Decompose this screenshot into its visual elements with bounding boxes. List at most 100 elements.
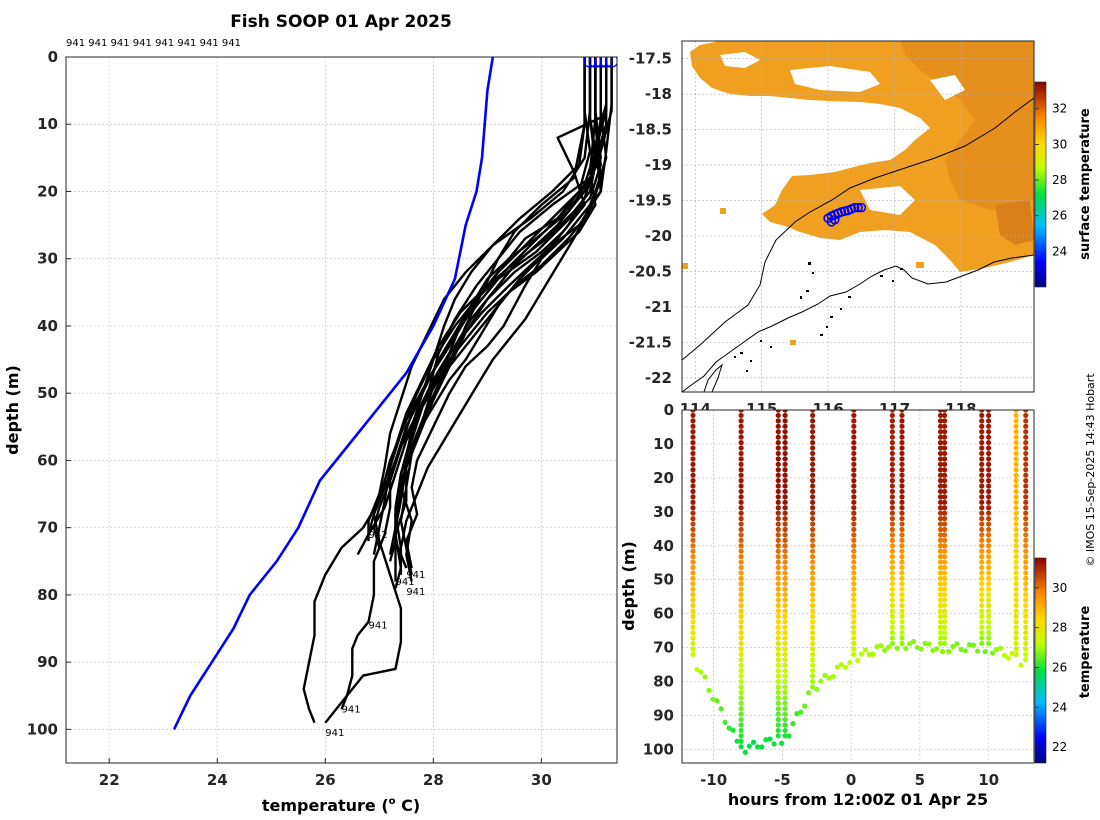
section-dot (899, 592, 905, 598)
section-dot (1023, 613, 1029, 619)
section-dot (690, 619, 696, 625)
section-dot (986, 434, 992, 440)
section-dot (775, 575, 781, 581)
section-dot (899, 510, 905, 516)
section-dot (738, 418, 744, 424)
section-dot (942, 624, 948, 630)
section-dot (899, 472, 905, 478)
section-dot (889, 532, 895, 538)
section-dot (690, 478, 696, 484)
section-dot (889, 564, 895, 571)
map-frame (681, 40, 1035, 393)
section-dot (738, 619, 744, 625)
section-dot (690, 456, 696, 462)
section-dot (986, 570, 992, 576)
temp-cb-tick-label-24: 24 (1052, 700, 1067, 714)
section-dot (954, 641, 960, 647)
section-dot (775, 597, 781, 603)
section-dot (899, 456, 905, 462)
section-dot (937, 640, 944, 647)
section-dot (810, 592, 816, 598)
section-dot (1013, 423, 1019, 429)
section-dot (979, 586, 985, 592)
section-dot (738, 505, 744, 511)
section-dot (810, 429, 816, 435)
section-dot (899, 410, 905, 413)
section-dot (986, 461, 992, 467)
section-dot (942, 581, 948, 587)
section-dot (738, 700, 744, 706)
section-dot (782, 657, 788, 663)
section-dot (775, 510, 781, 516)
section-y-tick-label-50: 50 (653, 571, 674, 589)
section-dot (1013, 651, 1019, 657)
section-dot (1023, 410, 1029, 413)
section-dot (738, 429, 744, 435)
section-dot (1013, 554, 1019, 560)
section-dot (718, 706, 724, 712)
section-dot (690, 570, 696, 576)
section-dot (979, 456, 985, 462)
section-dot (775, 554, 781, 560)
section-dot (851, 472, 857, 478)
section-dot (979, 499, 985, 505)
section-dot (738, 727, 744, 734)
section-dot (782, 559, 788, 565)
section-dot (1023, 494, 1029, 500)
section-dot (775, 410, 781, 413)
section-dot (937, 510, 944, 516)
section-dot (899, 461, 905, 467)
section-dot (889, 581, 895, 587)
section-dot (738, 744, 744, 750)
section-dot (937, 472, 944, 478)
section-dot (889, 575, 895, 581)
section-dot (775, 668, 781, 674)
section-dot (782, 505, 788, 511)
section-dot (979, 429, 985, 435)
section-dot (979, 494, 985, 500)
section-dot (986, 488, 992, 495)
section-dot (738, 733, 744, 739)
section-dot (782, 695, 788, 701)
y-tick-label-20: 20 (37, 182, 58, 200)
section-dot (782, 684, 788, 690)
section-dot (775, 499, 781, 505)
section-dot (690, 418, 696, 424)
section-dot (738, 494, 744, 500)
section-dot (899, 412, 905, 419)
section-dot (738, 711, 744, 717)
section-dot (750, 739, 757, 745)
section-dot (775, 695, 781, 701)
y-tick-label-30: 30 (37, 250, 58, 268)
section-dot (810, 483, 816, 489)
section-dot (939, 649, 946, 655)
section-dot (982, 649, 988, 655)
section-dot (899, 532, 905, 538)
section-dot (942, 467, 948, 473)
section-dot (1023, 570, 1029, 576)
section-dots (690, 410, 1029, 755)
section-dot (775, 722, 781, 728)
section-dot (782, 646, 788, 652)
section-dot (899, 494, 905, 500)
section-dot (1013, 445, 1019, 451)
section-dot (1013, 526, 1019, 533)
section-dot (851, 581, 857, 587)
section-dot (690, 532, 696, 538)
section-dot (851, 418, 857, 424)
section-dot (782, 554, 788, 560)
section-dot (942, 592, 948, 598)
profile-label: 941 (406, 570, 425, 581)
section-dot (775, 602, 781, 609)
section-dot (1013, 499, 1019, 505)
section-dot (775, 678, 781, 685)
profile-label: 941 (369, 621, 388, 632)
sst-cb-tick-label-24: 24 (1052, 244, 1067, 258)
section-dot (851, 559, 857, 565)
map-y-tick-label--20.5: -20.5 (629, 262, 672, 280)
section-dot (942, 586, 948, 592)
section-dot (775, 630, 781, 636)
map-y-tick-label--19.5: -19.5 (629, 192, 672, 210)
section-dot (782, 412, 788, 419)
section-dot (738, 722, 744, 728)
